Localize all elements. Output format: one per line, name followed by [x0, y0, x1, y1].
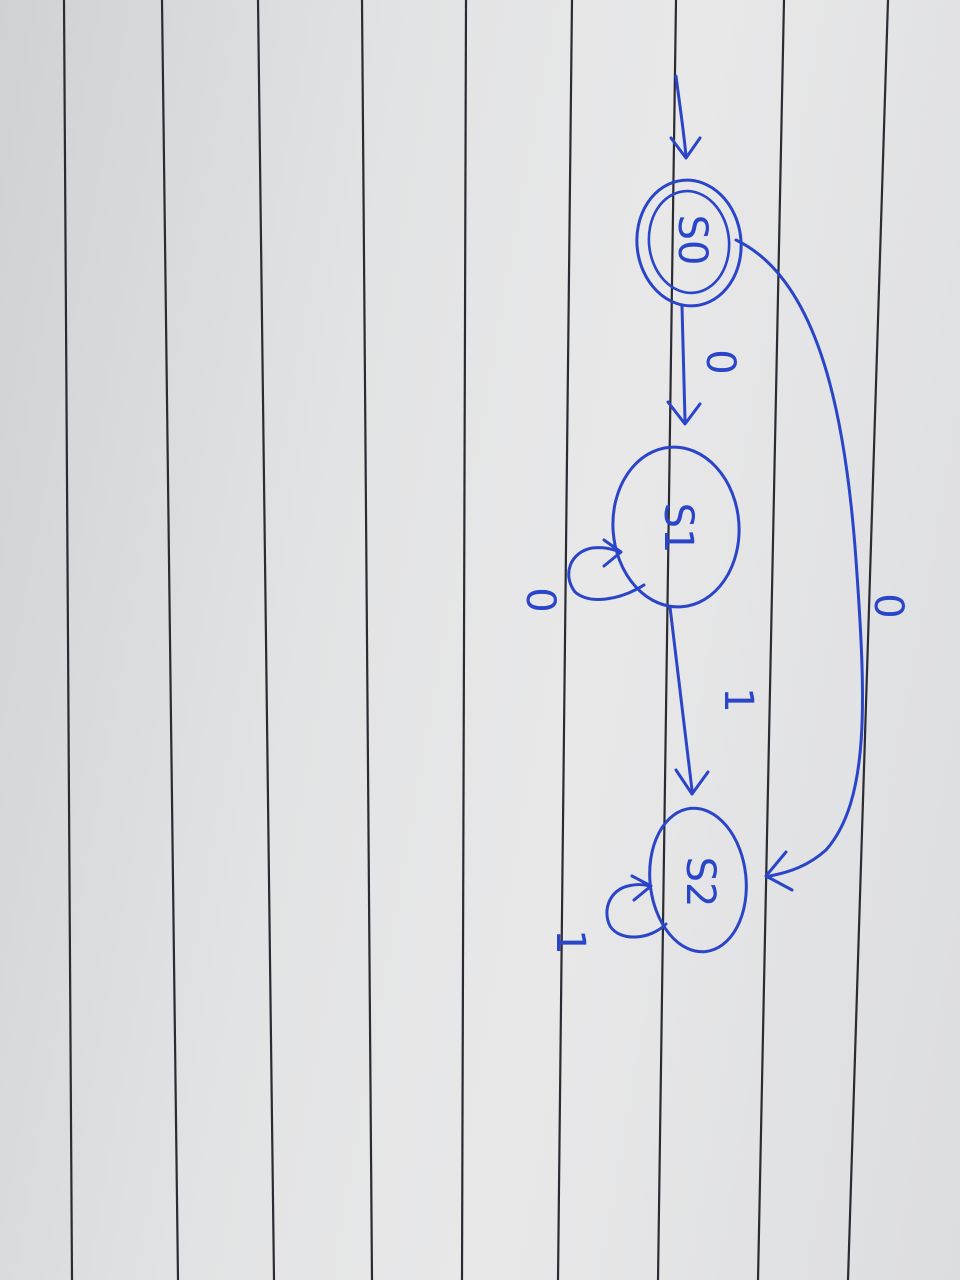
transition-s2-s2: 1: [547, 874, 668, 955]
rule-line: [256, 0, 276, 1280]
state-s0: S0: [635, 178, 743, 308]
state-s1-circle: [611, 445, 741, 609]
transition-s1-s2: 1: [668, 605, 761, 796]
rule-line: [460, 0, 468, 1280]
transition-s0-s2-arrowhead: [764, 850, 794, 892]
transition-s1-s2-line: [668, 605, 694, 792]
state-s1: S1: [611, 445, 741, 609]
state-s2-label: S2: [677, 857, 723, 908]
transition-s1-s2-arrowhead: [674, 768, 710, 796]
transition-s2-s2-arrowhead: [630, 874, 653, 902]
rule-line: [556, 0, 574, 1280]
state-s0-label: S0: [669, 215, 715, 266]
start-arrow-head: [669, 136, 702, 160]
transition-s2-s2-loop: [605, 883, 668, 939]
transition-s1-s1-label: 0: [517, 587, 563, 612]
start-arrow: [669, 74, 702, 160]
transition-s1-s1-loop: [567, 546, 646, 601]
rule-line: [62, 0, 74, 1280]
notebook-rules: [62, 0, 890, 1280]
transition-s0-s2-curve: [734, 238, 864, 878]
rule-line: [360, 0, 374, 1280]
state-s0-inner-ring: [647, 189, 731, 295]
rule-line: [846, 0, 890, 1280]
transition-s0-s1-arrowhead: [666, 400, 702, 426]
transition-s0-s1-line: [680, 304, 687, 422]
rule-line: [656, 0, 678, 1280]
start-arrow-shaft: [674, 74, 688, 158]
transition-s2-s2-label: 1: [547, 929, 593, 954]
transition-s0-s1-label: 0: [697, 349, 743, 374]
state-s1-label: S1: [655, 503, 701, 554]
state-s0-outer-ring: [635, 178, 743, 308]
transition-s0-s2-label: 0: [865, 593, 911, 618]
transition-s1-s1: 0: [517, 538, 646, 613]
state-s2: S2: [648, 806, 748, 954]
transition-s0-s2: 0: [734, 238, 911, 892]
transition-s0-s1: 0: [666, 304, 743, 426]
rule-line: [160, 0, 180, 1280]
transition-s1-s2-label: 1: [715, 687, 761, 712]
transition-s1-s1-arrowhead: [602, 538, 623, 568]
rule-line: [756, 0, 786, 1280]
